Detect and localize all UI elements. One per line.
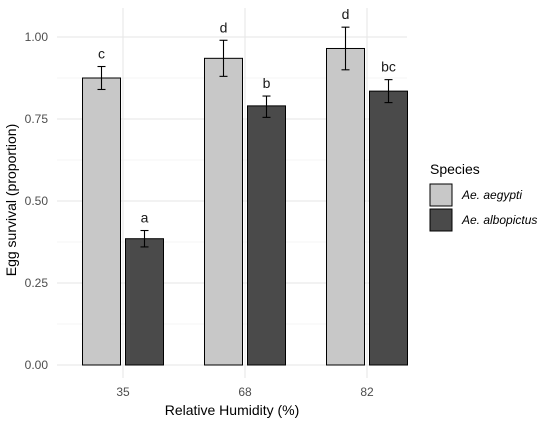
legend: Species Ae. aegypti Ae. albopictus: [429, 161, 537, 232]
bar: [204, 57, 243, 366]
bar: [369, 90, 408, 366]
significance-letter: b: [263, 75, 271, 91]
y-tick-label: 0.00: [25, 358, 49, 372]
bar: [247, 105, 286, 366]
y-axis-title: Egg survival (proportion): [3, 124, 19, 277]
x-axis: 35 68 82: [116, 385, 374, 399]
bar: [326, 47, 365, 366]
y-tick-label: 0.25: [25, 276, 49, 290]
bars-group: [82, 47, 408, 366]
y-tick-label: 1.00: [25, 30, 49, 44]
bar: [82, 77, 121, 366]
y-tick-label: 0.50: [25, 194, 49, 208]
legend-label: Ae. albopictus: [461, 213, 537, 227]
legend-title: Species: [430, 161, 480, 177]
legend-swatch: [429, 208, 453, 232]
y-axis: 0.00 0.25 0.50 0.75 1.00: [25, 30, 49, 372]
legend-swatch: [429, 183, 453, 207]
x-axis-title: Relative Humidity (%): [165, 402, 300, 418]
bar: [125, 238, 164, 366]
significance-letter: a: [141, 210, 149, 226]
x-tick-label: 82: [360, 385, 374, 399]
significance-letter: d: [342, 6, 350, 22]
significance-letters-group: c d d a b bc: [98, 6, 396, 225]
significance-letter: d: [220, 19, 228, 35]
error-bars-group: [97, 26, 393, 248]
x-tick-label: 68: [238, 385, 252, 399]
x-tick-label: 35: [116, 385, 130, 399]
y-tick-label: 0.75: [25, 112, 49, 126]
significance-letter: c: [98, 46, 105, 62]
significance-letter: bc: [381, 59, 396, 75]
legend-label: Ae. aegypti: [461, 188, 522, 202]
